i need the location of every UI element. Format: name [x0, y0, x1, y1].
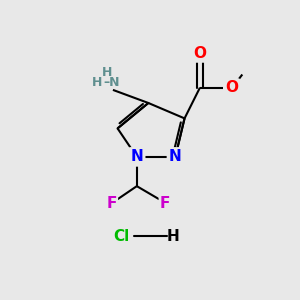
Text: H: H — [92, 76, 102, 89]
Text: F: F — [106, 196, 117, 211]
Text: N: N — [169, 149, 182, 164]
Text: O: O — [225, 80, 239, 95]
Text: O: O — [194, 46, 206, 61]
Text: N: N — [130, 149, 143, 164]
Text: Cl: Cl — [113, 229, 130, 244]
Text: H: H — [167, 229, 179, 244]
Text: F: F — [160, 196, 170, 211]
Text: H: H — [102, 67, 112, 80]
Text: –N: –N — [103, 76, 119, 89]
